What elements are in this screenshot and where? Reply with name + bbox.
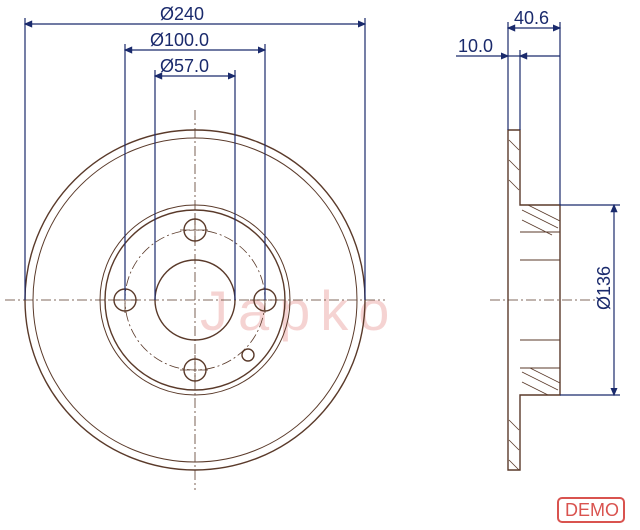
dim-flange-diameter: Ø136 bbox=[594, 266, 614, 310]
dim-bolt-circle: Ø100.0 bbox=[150, 30, 209, 50]
dim-bore: Ø57.0 bbox=[160, 56, 209, 76]
drawing-canvas: Japko bbox=[0, 0, 640, 530]
dim-hat-depth: 40.6 bbox=[514, 8, 549, 28]
dim-outer-diameter: Ø240 bbox=[160, 4, 204, 24]
demo-label: DEMO bbox=[565, 500, 619, 520]
demo-badge: DEMO bbox=[558, 498, 624, 522]
side-view bbox=[490, 130, 600, 470]
watermark-text: Japko bbox=[200, 279, 399, 342]
side-dimensions: 40.6 10.0 Ø136 bbox=[456, 8, 620, 395]
dim-thickness: 10.0 bbox=[458, 36, 493, 56]
